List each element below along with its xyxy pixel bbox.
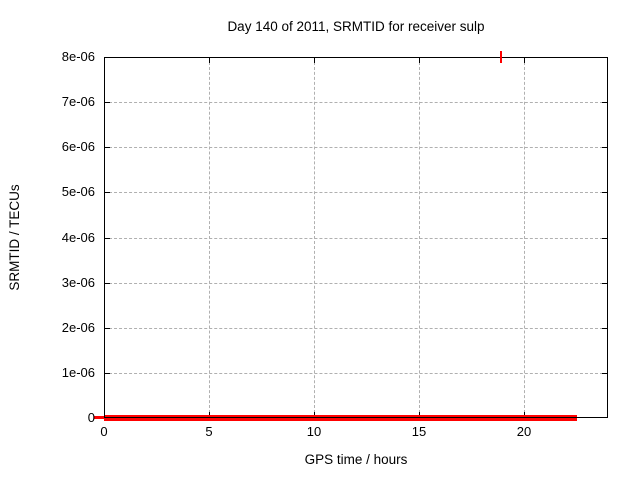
y-tick-label: 4e-06	[61, 229, 95, 245]
h-gridline	[104, 192, 608, 194]
y-tick-label: 5e-06	[61, 184, 95, 200]
y-tick-mark-left	[104, 372, 110, 374]
y-tick-mark-right	[602, 237, 608, 239]
x-tick-mark-top	[314, 57, 315, 63]
series-line-srmtid-trace	[104, 415, 577, 421]
h-gridline	[104, 327, 608, 329]
x-tick-label: 10	[306, 424, 322, 439]
y-tick-mark-left	[104, 147, 110, 149]
x-tick-mark-top	[209, 57, 210, 63]
x-tick-label: 0	[100, 424, 108, 439]
h-gridline	[104, 102, 608, 104]
h-gridline	[104, 372, 608, 374]
y-tick-label: 8e-06	[61, 49, 95, 64]
y-tick-label: 3e-06	[61, 274, 95, 290]
x-tick-mark-top	[524, 57, 525, 63]
plot-border	[104, 57, 608, 418]
y-tick-mark-left	[104, 327, 110, 329]
h-gridline	[104, 282, 608, 284]
y-axis-label: SRMTID / TECUs	[7, 184, 22, 291]
y-tick-mark-right	[602, 327, 608, 329]
y-tick-mark-right	[602, 282, 608, 284]
y-tick-mark-right	[602, 147, 608, 149]
x-tick-mark-top	[419, 57, 420, 63]
x-tick-label: 5	[205, 424, 213, 439]
y-tick-mark-left	[104, 192, 110, 194]
h-gridline	[104, 147, 608, 149]
y-tick-mark-right	[602, 192, 608, 194]
x-axis-label: GPS time / hours	[304, 452, 408, 467]
x-tick-label: 20	[516, 424, 532, 439]
y-tick-mark-left	[104, 282, 110, 284]
y-tick-label: 0	[87, 410, 95, 425]
y-tick-mark-right	[602, 372, 608, 374]
chart-title: Day 140 of 2011, SRMTID for receiver sul…	[227, 19, 485, 34]
y-tick-label: 1e-06	[61, 364, 95, 380]
h-gridline	[104, 237, 608, 239]
data-marker-outlier-point	[499, 51, 502, 63]
x-tick-label: 15	[411, 424, 427, 439]
y-tick-label: 6e-06	[61, 139, 95, 155]
y-tick-mark-left	[104, 102, 110, 104]
y-tick-mark-left	[104, 237, 110, 239]
y-tick-label: 2e-06	[61, 319, 95, 335]
y-tick-label: 7e-06	[61, 94, 95, 110]
y-tick-mark-right	[602, 102, 608, 104]
